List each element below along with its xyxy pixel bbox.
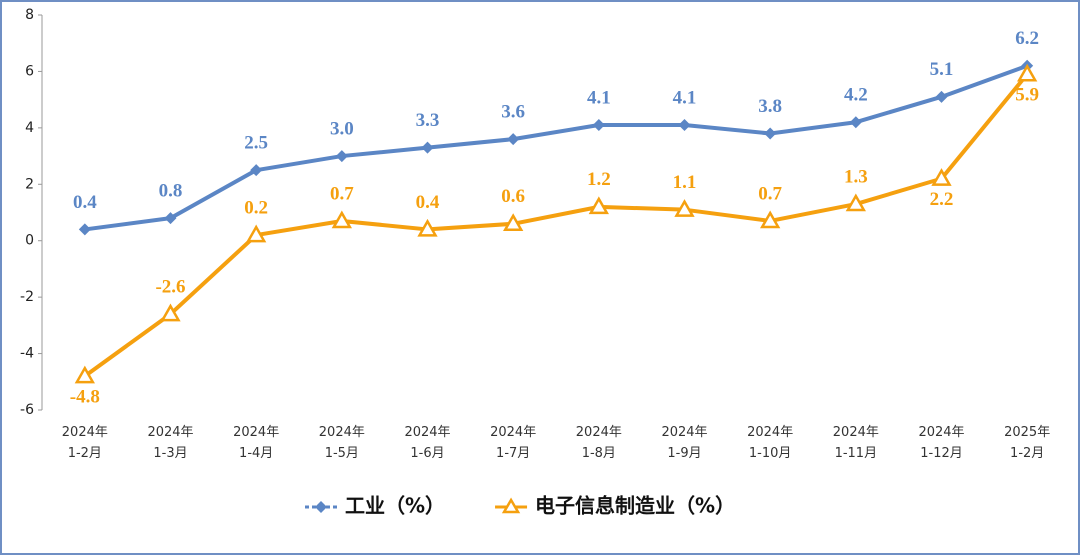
- value-label: 5.1: [930, 59, 954, 80]
- value-label: 0.4: [73, 192, 97, 213]
- y-tick-label: 8: [25, 7, 34, 23]
- y-tick-label: -4: [20, 346, 34, 362]
- marker: [507, 133, 520, 146]
- marker: [935, 90, 948, 103]
- value-label: 4.1: [587, 87, 611, 108]
- value-label: 0.7: [330, 183, 354, 204]
- y-tick-label: -6: [20, 402, 34, 418]
- x-tick-label: 2024年 1-6月: [404, 425, 450, 461]
- marker: [417, 218, 438, 237]
- marker: [421, 141, 434, 154]
- value-label: -2.6: [155, 276, 185, 297]
- marker: [74, 365, 95, 384]
- value-label: 3.0: [330, 118, 354, 139]
- x-tick-label: 2024年 1-8月: [576, 425, 622, 461]
- y-tick-label: 6: [25, 63, 34, 79]
- value-label: 0.2: [244, 197, 268, 218]
- legend-marker: [501, 497, 521, 514]
- legend-label: 工业（%）: [345, 494, 445, 518]
- marker: [674, 199, 695, 217]
- marker: [160, 303, 181, 322]
- marker: [331, 210, 352, 229]
- x-tick-label: 2024年 1-4月: [233, 425, 279, 461]
- x-tick-label: 2024年 1-3月: [147, 425, 193, 461]
- series-line: [83, 72, 1029, 378]
- value-label: 3.8: [758, 96, 782, 117]
- y-tick-label: 4: [25, 120, 34, 136]
- value-label: 2.5: [244, 133, 268, 154]
- x-tick-label: 2025年 1-2月: [1004, 425, 1050, 461]
- legend-marker: [315, 501, 327, 513]
- marker: [592, 119, 605, 132]
- value-label: 3.3: [416, 110, 440, 131]
- value-label: 1.1: [673, 172, 697, 193]
- marker: [78, 223, 91, 236]
- x-tick-label: 2024年 1-12月: [918, 425, 964, 461]
- marker: [250, 164, 263, 177]
- value-label: 0.4: [416, 192, 440, 213]
- value-label: 6.2: [1015, 28, 1039, 49]
- value-label: 2.2: [930, 189, 954, 210]
- marker: [588, 196, 609, 215]
- legend-label: 电子信息制造业（%）: [535, 494, 735, 518]
- value-label: 0.8: [159, 181, 183, 202]
- value-label: -4.8: [70, 387, 100, 408]
- marker: [246, 224, 267, 243]
- marker: [845, 193, 866, 212]
- y-tick-label: 2: [25, 176, 34, 192]
- x-tick-label: 2024年 1-11月: [833, 425, 879, 461]
- marker: [335, 150, 348, 163]
- x-tick-label: 2024年 1-10月: [747, 425, 793, 461]
- marker: [849, 116, 862, 129]
- value-label: 4.2: [844, 85, 868, 106]
- x-tick-label: 2024年 1-5月: [319, 425, 365, 461]
- marker: [931, 168, 952, 186]
- value-label: 5.9: [1015, 85, 1039, 106]
- value-label: 1.3: [844, 166, 868, 187]
- marker: [1017, 63, 1038, 82]
- value-label: 0.7: [758, 183, 782, 204]
- marker: [164, 212, 177, 225]
- marker: [760, 210, 781, 229]
- value-label: 1.2: [587, 169, 611, 190]
- x-tick-label: 2024年 1-7月: [490, 425, 536, 461]
- value-label: 0.6: [501, 186, 525, 207]
- value-label: 3.6: [501, 102, 525, 123]
- series-line: [84, 63, 1028, 232]
- y-tick-label: 0: [25, 233, 34, 249]
- value-label: 4.1: [673, 87, 697, 108]
- x-tick-label: 2024年 1-2月: [62, 425, 108, 461]
- marker: [503, 213, 524, 232]
- x-tick-label: 2024年 1-9月: [661, 425, 707, 461]
- marker: [678, 119, 691, 132]
- marker: [764, 127, 777, 140]
- y-tick-label: -2: [20, 289, 34, 305]
